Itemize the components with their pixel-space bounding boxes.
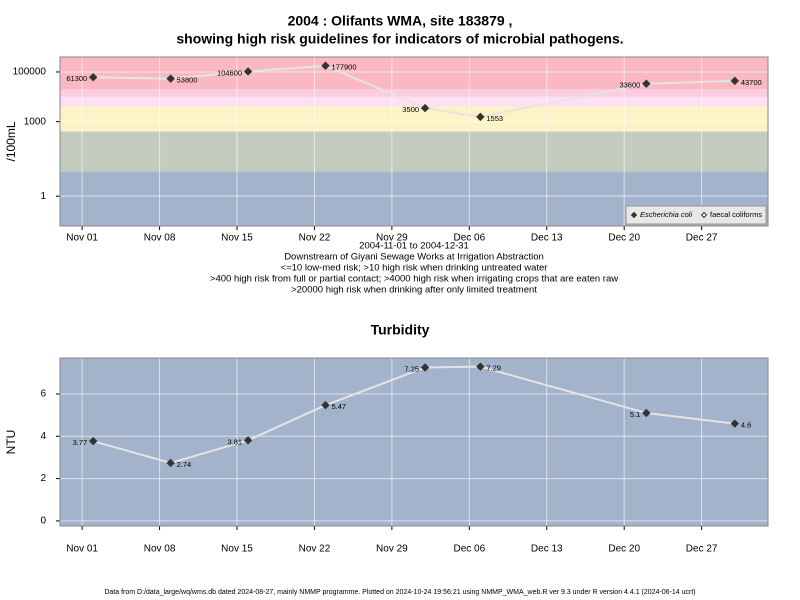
x-tick-label: Dec 06 bbox=[453, 544, 485, 555]
x-tick-label: Nov 08 bbox=[144, 544, 176, 555]
data-point bbox=[88, 436, 98, 446]
data-point bbox=[476, 362, 485, 371]
data-label: 43700 bbox=[741, 78, 762, 87]
x-tick-label: Nov 15 bbox=[221, 544, 253, 555]
y-tick-label: 2 bbox=[40, 473, 46, 484]
data-point bbox=[243, 436, 253, 445]
data-label: 7.25 bbox=[404, 365, 419, 374]
data-point bbox=[420, 103, 430, 113]
risk-band bbox=[60, 57, 768, 90]
data-label: 1553 bbox=[486, 114, 503, 123]
data-point bbox=[420, 363, 430, 372]
series-line bbox=[93, 64, 735, 118]
y-tick-label: 6 bbox=[40, 389, 46, 400]
x-tick-label: Nov 29 bbox=[376, 544, 408, 555]
note: >400 high risk from full or partial cont… bbox=[210, 274, 618, 285]
y-axis-label: NTU bbox=[4, 430, 18, 455]
y-tick-label: 4 bbox=[40, 431, 46, 442]
x-tick-label: Dec 06 bbox=[453, 233, 485, 244]
legend-label: Escherichia coli bbox=[640, 210, 692, 219]
risk-band bbox=[60, 96, 768, 107]
note: <=10 low-med risk; >10 high risk when dr… bbox=[281, 263, 548, 274]
x-tick-label: Nov 08 bbox=[144, 233, 176, 244]
x-tick-label: Nov 01 bbox=[66, 544, 98, 555]
data-label: 5.47 bbox=[332, 402, 347, 411]
legend-label: faecal coliforms bbox=[710, 210, 762, 219]
data-point bbox=[730, 76, 740, 86]
data-point bbox=[88, 73, 98, 82]
data-point bbox=[642, 408, 651, 418]
note: 2004-11-01 to 2004-12-31 bbox=[359, 241, 469, 252]
y-axis-label: /100mL bbox=[4, 121, 18, 161]
data-point bbox=[243, 67, 253, 76]
y-tick-label: 100000 bbox=[13, 67, 47, 78]
data-point bbox=[642, 79, 651, 88]
data-point bbox=[166, 458, 175, 468]
x-tick-label: Nov 22 bbox=[299, 233, 331, 244]
chart-title: 2004 : Olifants WMA, site 183879 , bbox=[288, 13, 513, 29]
risk-band bbox=[60, 89, 768, 97]
x-tick-label: Dec 13 bbox=[531, 233, 563, 244]
x-tick-label: Dec 27 bbox=[686, 544, 718, 555]
risk-band bbox=[60, 106, 768, 132]
x-tick-label: Dec 20 bbox=[608, 233, 640, 244]
data-label: 33600 bbox=[619, 81, 640, 90]
y-tick-label: 0 bbox=[40, 516, 46, 527]
plot-frame bbox=[59, 56, 769, 227]
footer: Data from D:/data_large/wq/wms.db dated … bbox=[104, 589, 695, 596]
note: Downstream of Giyani Sewage Works at Irr… bbox=[284, 252, 544, 263]
data-label: 3.81 bbox=[227, 437, 242, 446]
data-label: 5.1 bbox=[630, 410, 640, 419]
x-tick-label: Dec 27 bbox=[686, 233, 718, 244]
risk-band bbox=[60, 131, 768, 172]
y-tick-label: 1 bbox=[40, 191, 46, 202]
data-label: 53800 bbox=[177, 76, 198, 85]
legend-marker bbox=[630, 211, 638, 219]
data-point bbox=[321, 400, 330, 410]
x-tick-label: Nov 15 bbox=[221, 233, 253, 244]
data-point bbox=[166, 74, 175, 83]
data-label: 7.29 bbox=[486, 364, 501, 373]
x-tick-label: Nov 01 bbox=[66, 233, 98, 244]
chart-title: Turbidity bbox=[371, 322, 430, 338]
data-point bbox=[321, 61, 330, 70]
data-point bbox=[730, 419, 740, 428]
data-point bbox=[476, 112, 485, 122]
data-label: 3.77 bbox=[73, 438, 88, 447]
data-label: 3500 bbox=[402, 105, 419, 114]
data-label: 4.6 bbox=[741, 421, 751, 430]
chart-title: showing high risk guidelines for indicat… bbox=[176, 31, 623, 47]
data-label: 2.74 bbox=[177, 460, 192, 469]
x-tick-label: Dec 13 bbox=[531, 544, 563, 555]
legend-marker bbox=[700, 211, 708, 219]
series-line bbox=[92, 365, 735, 464]
x-tick-label: Nov 29 bbox=[376, 233, 408, 244]
note: >20000 high risk when drinking after onl… bbox=[291, 285, 537, 296]
y-tick-label: 1000 bbox=[24, 116, 47, 127]
x-tick-label: Dec 20 bbox=[608, 544, 640, 555]
plot-frame bbox=[59, 357, 769, 527]
data-label: 61300 bbox=[66, 74, 87, 83]
data-label: 104600 bbox=[217, 68, 242, 77]
legend-box bbox=[625, 205, 767, 225]
data-label: 177900 bbox=[332, 63, 357, 72]
risk-band bbox=[60, 358, 768, 526]
x-tick-label: Nov 22 bbox=[299, 544, 331, 555]
